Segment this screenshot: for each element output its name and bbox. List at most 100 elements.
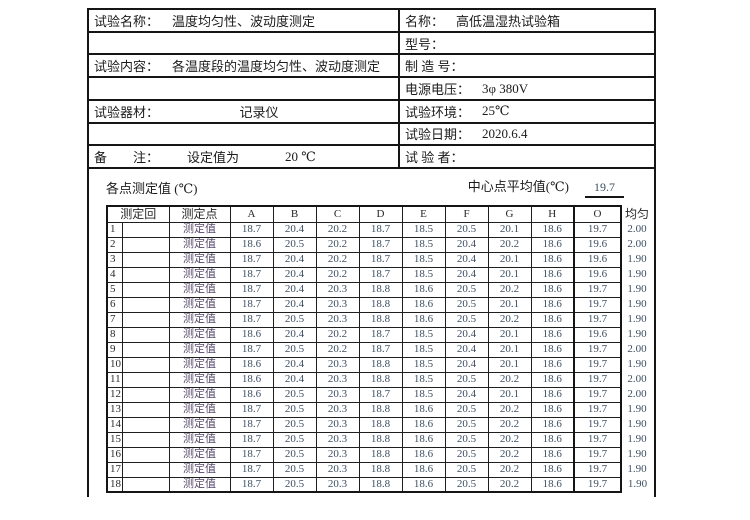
value-cell-B: 20.5 bbox=[272, 461, 317, 478]
value-cell-H: 18.6 bbox=[530, 221, 575, 238]
form-spacer-row bbox=[89, 78, 398, 101]
value-cell-D: 18.8 bbox=[358, 356, 403, 373]
value-cell-F: 20.5 bbox=[444, 431, 489, 448]
model-row: 型号： bbox=[400, 33, 654, 56]
row-number: 4 bbox=[106, 266, 123, 283]
column-header-point: 测定点 bbox=[168, 205, 231, 223]
value-cell-E: 18.5 bbox=[401, 386, 446, 403]
test-content-label: 试验内容： bbox=[94, 59, 160, 75]
value-cell-C: 20.3 bbox=[315, 356, 360, 373]
value-cell-A: 18.7 bbox=[229, 266, 274, 283]
round-cell bbox=[121, 311, 170, 328]
table-row: 1 测定值 18.7 20.4 20.2 18.7 18.5 20.5 20.1 18.6 19.7… bbox=[106, 221, 653, 238]
uniformity-cell: 1.90 bbox=[627, 417, 647, 430]
table-row: 4 测定值 18.7 20.4 20.2 18.7 18.5 20.4 20.1 18.6 19.6… bbox=[106, 266, 653, 283]
value-cell-C: 20.3 bbox=[315, 386, 360, 403]
value-cell-H: 18.6 bbox=[530, 386, 575, 403]
test-content-row: 试验内容： 各温度段的温度均匀性、波动度测定 bbox=[89, 55, 398, 79]
value-cell-E: 18.5 bbox=[401, 341, 446, 358]
table-row: 5 测定值 18.7 20.4 20.3 18.8 18.6 20.5 20.2 18.6 19.7… bbox=[106, 281, 653, 298]
value-cell-H: 18.6 bbox=[530, 236, 575, 253]
value-cell-C: 20.2 bbox=[315, 236, 360, 253]
value-cell-H: 18.6 bbox=[530, 311, 575, 328]
value-cell-F: 20.5 bbox=[444, 476, 489, 493]
form-spacer-row bbox=[89, 33, 398, 56]
value-cell-A: 18.7 bbox=[229, 311, 274, 328]
value-cell-G: 20.1 bbox=[487, 326, 532, 343]
row-number: 16 bbox=[106, 446, 123, 463]
value-cell-D: 18.8 bbox=[358, 371, 403, 388]
value-cell-D: 18.8 bbox=[358, 311, 403, 328]
value-cell-O: 19.6 bbox=[573, 266, 623, 283]
value-cell-H: 18.6 bbox=[530, 266, 575, 283]
value-cell-H: 18.6 bbox=[530, 431, 575, 448]
uniformity-cell: 1.90 bbox=[627, 447, 647, 460]
row-number: 2 bbox=[106, 236, 123, 253]
value-cell-B: 20.4 bbox=[272, 296, 317, 313]
row-number: 11 bbox=[106, 371, 123, 388]
value-cell-E: 18.5 bbox=[401, 266, 446, 283]
uniformity-cell: 2.00 bbox=[627, 222, 647, 235]
uniformity-cell: 1.90 bbox=[627, 462, 647, 475]
value-cell-E: 18.6 bbox=[401, 296, 446, 313]
value-cell-F: 20.5 bbox=[444, 401, 489, 418]
value-cell-A: 18.7 bbox=[229, 446, 274, 463]
value-cell-F: 20.5 bbox=[444, 296, 489, 313]
value-cell-A: 18.7 bbox=[229, 401, 274, 418]
center-average-group: 中心点平均值(℃) 19.7 bbox=[468, 176, 624, 198]
uniformity-cell: 1.90 bbox=[627, 267, 647, 280]
value-cell-B: 20.4 bbox=[272, 356, 317, 373]
value-cell-C: 20.3 bbox=[315, 311, 360, 328]
round-cell bbox=[121, 446, 170, 463]
value-cell-G: 20.2 bbox=[487, 416, 532, 433]
value-cell-G: 20.2 bbox=[487, 311, 532, 328]
column-header-G: G bbox=[487, 205, 532, 223]
value-cell-D: 18.7 bbox=[358, 221, 403, 238]
table-row: 3 测定值 18.7 20.4 20.2 18.7 18.5 20.4 20.1 18.6 19.6… bbox=[106, 251, 653, 268]
row-number: 18 bbox=[106, 476, 123, 493]
value-cell-B: 20.5 bbox=[272, 446, 317, 463]
value-cell-F: 20.4 bbox=[444, 356, 489, 373]
value-cell-B: 20.5 bbox=[272, 476, 317, 493]
point-label-cell: 测定值 bbox=[168, 251, 231, 268]
value-cell-E: 18.6 bbox=[401, 476, 446, 493]
value-cell-D: 18.8 bbox=[358, 296, 403, 313]
uniformity-cell: 1.90 bbox=[627, 327, 647, 340]
round-cell bbox=[121, 476, 170, 493]
value-cell-A: 18.6 bbox=[229, 371, 274, 388]
value-cell-D: 18.8 bbox=[358, 281, 403, 298]
uniformity-cell: 1.90 bbox=[627, 402, 647, 415]
value-cell-D: 18.8 bbox=[358, 446, 403, 463]
uniformity-cell: 2.00 bbox=[627, 372, 647, 385]
round-cell bbox=[121, 326, 170, 343]
value-cell-C: 20.3 bbox=[315, 401, 360, 418]
value-cell-E: 18.6 bbox=[401, 311, 446, 328]
row-number: 12 bbox=[106, 386, 123, 403]
point-label-cell: 测定值 bbox=[168, 461, 231, 478]
row-number: 15 bbox=[106, 431, 123, 448]
test-date-value: 2020.6.4 bbox=[482, 125, 528, 141]
value-cell-A: 18.7 bbox=[229, 416, 274, 433]
point-label-cell: 测定值 bbox=[168, 371, 231, 388]
chamber-name-label: 名称： bbox=[405, 13, 445, 29]
value-cell-O: 19.7 bbox=[573, 401, 623, 418]
value-cell-O: 19.6 bbox=[573, 251, 623, 268]
value-cell-O: 19.7 bbox=[573, 281, 623, 298]
test-date-label: 试验日期： bbox=[405, 127, 471, 143]
round-cell bbox=[121, 296, 170, 313]
value-cell-C: 20.3 bbox=[315, 281, 360, 298]
value-cell-H: 18.6 bbox=[530, 296, 575, 313]
table-row: 10 测定值 18.6 20.4 20.3 18.8 18.5 20.4 20.1 18.6 19.… bbox=[106, 356, 653, 373]
section-heading: 各点测定值 (℃) 中心点平均值(℃) 19.7 bbox=[89, 169, 654, 205]
value-cell-A: 18.7 bbox=[229, 341, 274, 358]
value-cell-H: 18.6 bbox=[530, 401, 575, 418]
value-cell-G: 20.1 bbox=[487, 296, 532, 313]
uniformity-cell: 2.00 bbox=[627, 237, 647, 250]
value-cell-E: 18.5 bbox=[401, 371, 446, 388]
value-cell-F: 20.5 bbox=[444, 281, 489, 298]
table-row: 13 测定值 18.7 20.5 20.3 18.8 18.6 20.5 20.2 18.6 19.… bbox=[106, 401, 653, 418]
point-label-cell: 测定值 bbox=[168, 416, 231, 433]
column-header-uniformity: 均匀 bbox=[625, 206, 650, 221]
value-cell-F: 20.5 bbox=[444, 446, 489, 463]
round-cell bbox=[121, 431, 170, 448]
